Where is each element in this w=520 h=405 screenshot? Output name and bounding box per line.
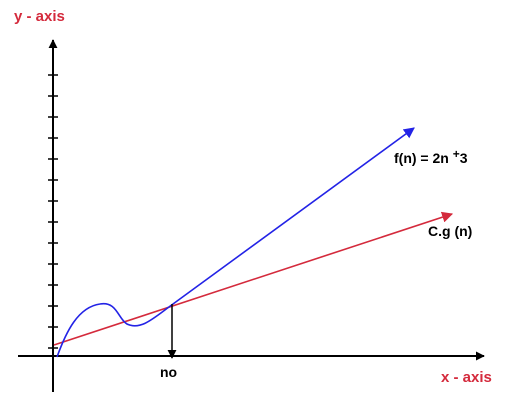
- series-f-label: f(n) = 2n +3: [394, 147, 468, 166]
- y-axis-title: y - axis: [14, 8, 65, 25]
- intersection-label: no: [160, 364, 177, 380]
- x-axis-title: x - axis: [441, 369, 492, 386]
- series-cg-line: [54, 214, 452, 345]
- series-f-curve: [57, 128, 414, 357]
- series-cg-label: C.g (n): [428, 223, 472, 239]
